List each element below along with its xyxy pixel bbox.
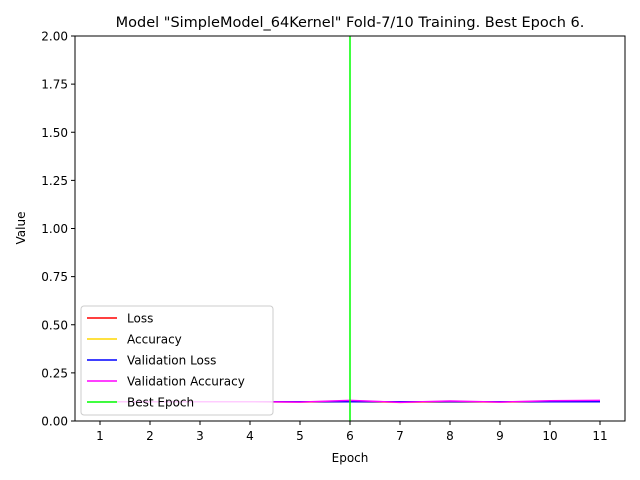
x-tick-label: 5 [296, 429, 304, 443]
legend-box [80, 305, 274, 416]
y-tick-label: 0.50 [41, 318, 68, 332]
legend-label: Accuracy [127, 333, 182, 347]
legend-label: Validation Loss [127, 354, 216, 368]
x-tick-label: 11 [592, 429, 607, 443]
x-axis: 1 2 3 4 5 6 7 8 9 10 11 [96, 421, 608, 443]
x-tick-label: 2 [146, 429, 154, 443]
legend-label: Loss [127, 312, 153, 326]
y-tick-label: 0.75 [41, 270, 68, 284]
y-tick-label: 2.00 [41, 30, 68, 44]
x-axis-label: Epoch [332, 451, 369, 465]
legend: Loss Accuracy Validation Loss Validation Ac… [80, 305, 274, 416]
y-tick-label: 0.00 [41, 415, 68, 429]
chart-title: Model "SimpleModel_64Kernel" Fold-7/10 T… [116, 15, 585, 31]
y-tick-label: 1.00 [41, 222, 68, 236]
x-tick-label: 8 [446, 429, 454, 443]
x-tick-label: 6 [346, 429, 354, 443]
x-tick-label: 3 [196, 429, 204, 443]
y-axis-label: Value [14, 212, 28, 245]
x-tick-label: 10 [542, 429, 557, 443]
y-tick-label: 0.25 [41, 366, 68, 380]
y-axis: 0.00 0.25 0.50 0.75 1.00 1.25 1.50 1.75 2.00 [41, 30, 75, 429]
x-tick-label: 9 [496, 429, 504, 443]
y-tick-label: 1.50 [41, 126, 68, 140]
legend-label: Best Epoch [127, 396, 194, 410]
x-tick-label: 4 [246, 429, 254, 443]
x-tick-label: 7 [396, 429, 404, 443]
y-tick-label: 1.75 [41, 78, 68, 92]
legend-label: Validation Accuracy [127, 375, 245, 389]
x-tick-label: 1 [96, 429, 104, 443]
y-tick-label: 1.25 [41, 174, 68, 188]
